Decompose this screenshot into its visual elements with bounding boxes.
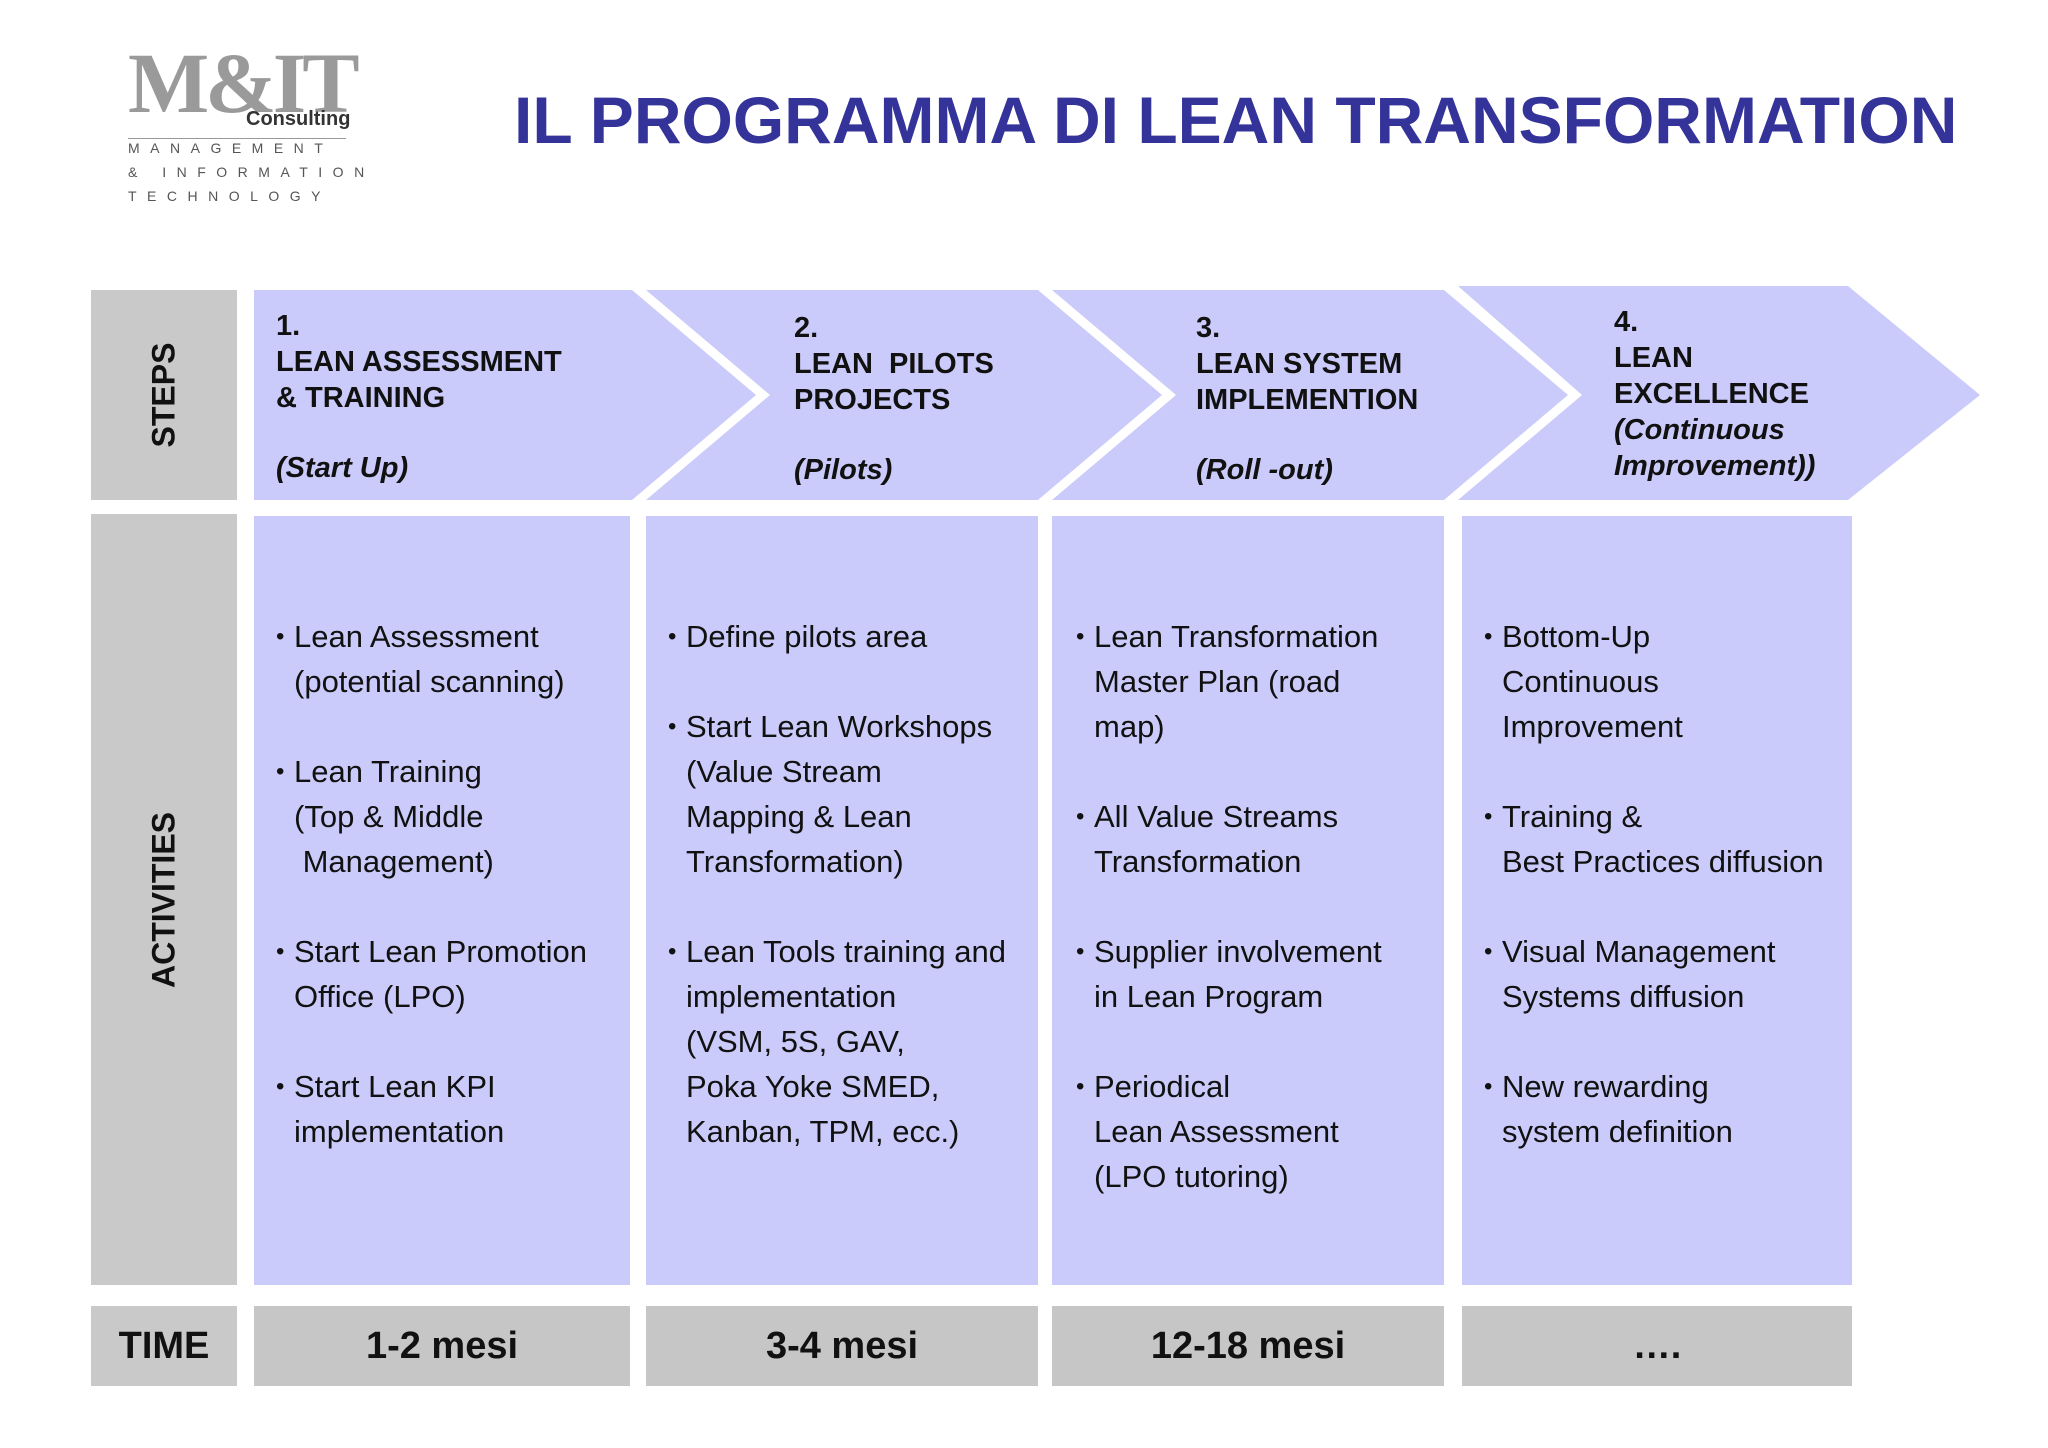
list-item: Lean Transformation Master Plan (road ma… (1076, 614, 1382, 749)
activities-list-1: Lean Assessment (potential scanning) Lea… (276, 614, 587, 1199)
logo-consulting: Consulting (246, 108, 351, 130)
row-label-time: TIME (91, 1306, 237, 1386)
row-label-activities: ACTIVITIES (91, 514, 237, 1285)
time-cell-1: 1-2 mesi (254, 1306, 630, 1386)
time-cell-2: 3-4 mesi (646, 1306, 1038, 1386)
list-item: Training & Best Practices diffusion (1484, 794, 1824, 884)
chevron-step-1 (254, 290, 756, 500)
step-1-name-line-2: & TRAINING (276, 382, 446, 414)
list-item: Start Lean Workshops (Value Stream Mappi… (668, 704, 1006, 884)
list-item: Start Lean KPI implementation (276, 1064, 587, 1154)
step-2-header: 2. LEAN PILOTS PROJECTS (Pilots) (794, 310, 994, 488)
chevron-step-4 (1458, 286, 1980, 500)
step-2-name-line-2: PROJECTS (794, 384, 951, 416)
activities-list-4: Bottom-Up Continuous Improvement Trainin… (1484, 614, 1824, 1199)
list-item: Lean Training (Top & Middle Management) (276, 749, 587, 884)
list-item: Lean Tools training and implementation (… (668, 929, 1006, 1154)
logo-line-information: & INFORMATION (128, 164, 375, 180)
list-item: Start Lean Promotion Office (LPO) (276, 929, 587, 1019)
list-item: Supplier involvement in Lean Program (1076, 929, 1382, 1019)
logo-line-technology: TECHNOLOGY (128, 188, 332, 204)
step-3-header: 3. LEAN SYSTEM IMPLEMENTION (Roll -out) (1196, 310, 1418, 488)
logo-line-management: MANAGEMENT (128, 140, 334, 156)
logo-mark: M&IT (128, 35, 360, 131)
step-4-name-line-4: Improvement)) (1614, 450, 1816, 482)
list-item: Define pilots area (668, 614, 1006, 659)
chevron-step-2 (646, 290, 1162, 500)
step-4-name-line-1: LEAN (1614, 342, 1693, 374)
page-title: IL PROGRAMMA DI LEAN TRANSFORMATION (514, 83, 1958, 157)
step-2-number: 2. (794, 312, 819, 344)
step-1-number: 1. (276, 310, 301, 342)
list-item: New rewarding system definition (1484, 1064, 1824, 1154)
step-1-header: 1. LEAN ASSESSMENT & TRAINING (Start Up) (276, 308, 562, 486)
time-cell-4: …. (1462, 1306, 1852, 1386)
list-item: Periodical Lean Assessment (LPO tutoring… (1076, 1064, 1382, 1199)
list-item: All Value Streams Transformation (1076, 794, 1382, 884)
step-3-name-line-2: IMPLEMENTION (1196, 384, 1419, 416)
step-4-name-line-3: (Continuous (1614, 414, 1785, 446)
step-3-number: 3. (1196, 312, 1221, 344)
row-label-steps: STEPS (91, 290, 237, 500)
step-4-number: 4. (1614, 306, 1639, 338)
company-logo: M&IT Consulting MANAGEMENT & INFORMATION… (128, 40, 375, 210)
step-3-subtitle: (Roll -out) (1196, 454, 1333, 486)
step-4-header: 4. LEAN EXCELLENCE (Continuous Improveme… (1614, 304, 1815, 484)
list-item: Lean Assessment (potential scanning) (276, 614, 587, 704)
logo-rule (128, 138, 346, 139)
step-2-subtitle: (Pilots) (794, 454, 893, 486)
activities-list-3: Lean Transformation Master Plan (road ma… (1076, 614, 1382, 1244)
time-cell-3: 12-18 mesi (1052, 1306, 1444, 1386)
step-3-name-line-1: LEAN SYSTEM (1196, 348, 1403, 380)
step-1-name-line-1: LEAN ASSESSMENT (276, 346, 562, 378)
row-label-time-text: TIME (118, 1324, 210, 1367)
activities-list-2: Define pilots area Start Lean Workshops … (668, 614, 1006, 1199)
list-item: Bottom-Up Continuous Improvement (1484, 614, 1824, 749)
step-4-name-line-2: EXCELLENCE (1614, 378, 1809, 410)
step-2-name-line-1: LEAN PILOTS (794, 348, 994, 380)
step-1-subtitle: (Start Up) (276, 452, 409, 484)
list-item: Visual Management Systems diffusion (1484, 929, 1824, 1019)
chevron-step-3 (1052, 290, 1568, 500)
